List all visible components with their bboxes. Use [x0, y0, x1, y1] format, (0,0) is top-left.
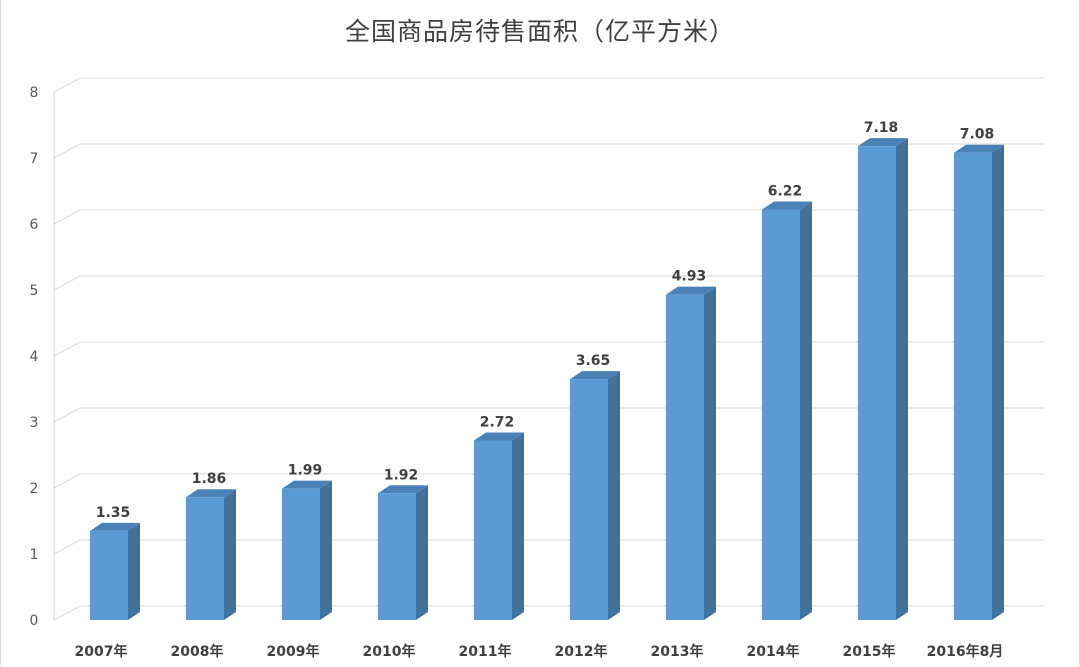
chart-title: 全国商品房待售面积（亿平方米） — [344, 17, 735, 46]
x-tick-label: 2010年 — [363, 643, 416, 660]
y-tick-label: 2 — [30, 481, 39, 497]
bar — [954, 152, 992, 620]
x-tick-label: 2013年 — [651, 643, 704, 660]
data-label: 1.35 — [96, 505, 131, 521]
x-tick-label: 2016年8月 — [927, 643, 1004, 660]
x-tick-label: 2012年 — [555, 643, 608, 660]
bar — [186, 497, 224, 620]
data-label: 1.92 — [384, 467, 419, 483]
gridline-stub — [53, 605, 81, 621]
y-tick-label: 5 — [30, 283, 39, 299]
gridline-stub — [53, 77, 81, 93]
x-tick-label: 2014年 — [747, 643, 800, 660]
bar-top — [762, 201, 812, 210]
y-tick-label: 8 — [30, 85, 39, 101]
bar — [378, 493, 416, 620]
bar — [570, 379, 608, 620]
gridline-stub — [53, 275, 81, 291]
data-label: 4.93 — [672, 269, 707, 285]
bar-side — [320, 480, 332, 620]
bar-side — [800, 201, 812, 621]
data-label: 7.08 — [960, 127, 995, 143]
data-label: 1.86 — [192, 471, 227, 487]
bar-top — [666, 286, 716, 295]
bar-side — [128, 522, 140, 620]
data-label: 2.72 — [480, 414, 515, 430]
gridline-stub — [53, 341, 81, 357]
bar-top — [90, 522, 140, 531]
gridline-stub — [53, 539, 81, 555]
x-tick-label: 2008年 — [171, 643, 224, 660]
bar-top — [570, 371, 620, 380]
y-tick-label: 1 — [30, 547, 39, 563]
y-tick-label: 0 — [30, 613, 39, 629]
bar-side — [896, 138, 908, 620]
data-label: 7.18 — [864, 120, 899, 136]
bar-side — [992, 144, 1004, 620]
y-tick-label: 7 — [30, 151, 39, 167]
bar — [90, 530, 128, 620]
bar — [858, 146, 896, 620]
y-tick-label: 4 — [30, 349, 39, 365]
bar-side — [608, 371, 620, 620]
data-label: 1.99 — [288, 463, 323, 479]
bar-top — [186, 489, 236, 498]
bar-top — [474, 432, 524, 441]
bar — [474, 440, 512, 620]
y-tick-label: 6 — [30, 217, 39, 233]
bar-top — [858, 138, 908, 147]
x-tick-label: 2011年 — [459, 643, 512, 660]
bar-top — [282, 480, 332, 489]
bar — [762, 209, 800, 621]
gridline-stub — [53, 143, 81, 159]
x-tick-label: 2009年 — [267, 643, 320, 660]
bar-top — [954, 144, 1004, 153]
bar-side — [704, 286, 716, 620]
gridline-stub — [53, 209, 81, 225]
gridline-stub — [53, 473, 81, 489]
bar-side — [416, 485, 428, 620]
data-label: 6.22 — [768, 183, 803, 199]
data-label: 3.65 — [576, 353, 611, 369]
bar-side — [512, 432, 524, 620]
bar-side — [224, 489, 236, 620]
bar — [282, 488, 320, 620]
x-tick-label: 2015年 — [843, 643, 896, 660]
gridline-stub — [53, 407, 81, 423]
bar — [666, 294, 704, 620]
y-tick-label: 3 — [30, 415, 39, 431]
x-tick-label: 2007年 — [75, 643, 128, 660]
bar-top — [378, 485, 428, 494]
